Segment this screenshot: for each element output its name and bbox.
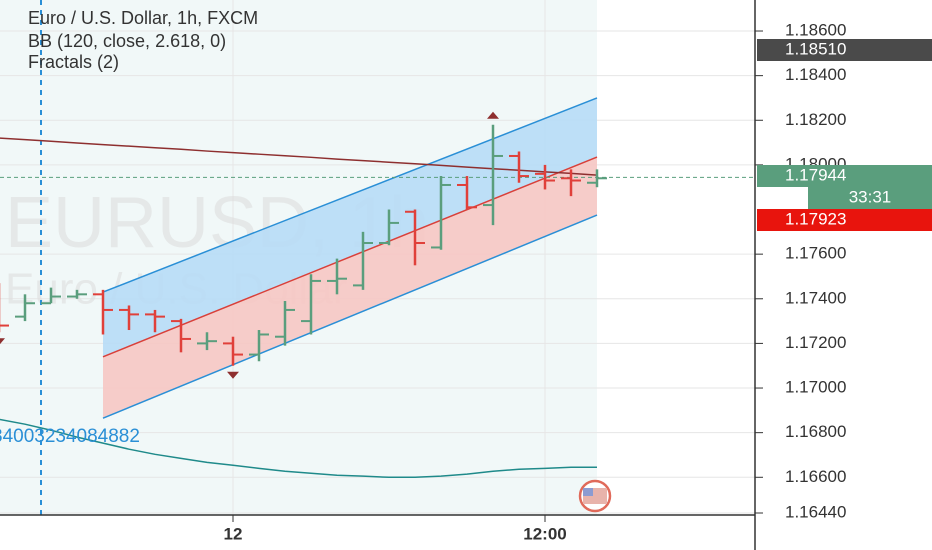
channel-upper-fill [103,97,597,357]
y-tick-label: 1.16440 [785,502,846,521]
chart-title: Euro / U.S. Dollar, 1h, FXCM [28,8,258,28]
price-label-bg [808,187,932,209]
price-label: 1.18510 [785,39,846,58]
y-tick-label: 1.17200 [785,333,846,352]
x-tick-label: 12:00 [523,524,566,543]
indicator-label: Fractals (2) [28,52,119,72]
channel-upper [102,97,598,293]
fractal-down [227,371,239,379]
flag-icon[interactable] [578,479,612,513]
x-tick-label: 12 [224,524,243,543]
y-tick-label: 1.18600 [785,21,846,40]
price-label: 1.17923 [785,209,846,228]
price-label-bg [757,165,932,187]
fractal-down [0,338,5,345]
y-tick-label: 1.16600 [785,467,846,486]
price-label: 1.17944 [785,165,846,184]
channel-middle [102,156,598,358]
y-tick-label: 1.16800 [785,422,846,441]
bb_lower-line [0,418,597,479]
indicator-label: BB (120, close, 2.618, 0) [28,31,226,51]
price-label-bg [757,39,932,61]
bb_upper-line [0,137,598,176]
channel-lower-fill [103,157,597,419]
price-label-bg [757,209,932,231]
price-label: 33:31 [849,187,892,206]
y-tick-label: 1.18200 [785,110,846,129]
indicator-value: 34003234084882 [0,426,140,447]
channel-lower [102,214,598,419]
y-tick-label: 1.17000 [785,378,846,397]
y-tick-label: 1.17400 [785,288,846,307]
y-tick-label: 1.17600 [785,244,846,263]
y-tick-label: 1.18400 [785,65,846,84]
fractal-up [487,111,499,119]
